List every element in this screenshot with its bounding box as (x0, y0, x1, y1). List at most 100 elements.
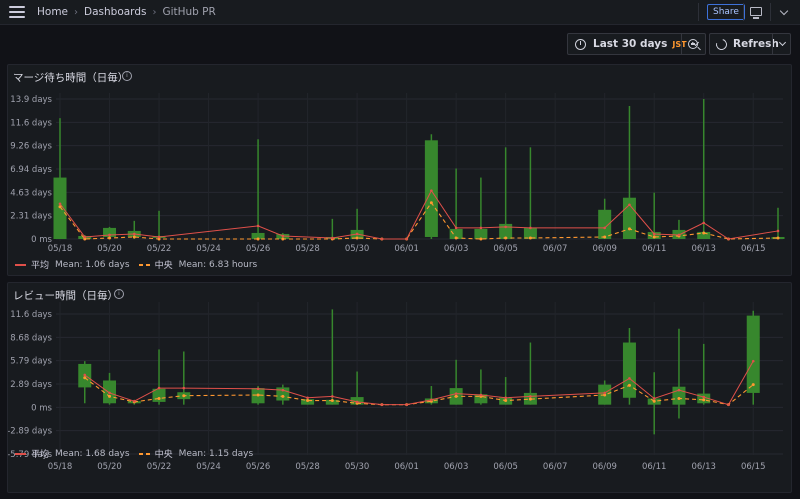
candle-body (499, 223, 513, 239)
mean-series-line (59, 189, 779, 240)
mean-point (380, 403, 384, 406)
breadcrumb-dashboards[interactable]: Dashboards (84, 6, 147, 18)
mean-point (405, 237, 408, 241)
y-tick-label: 11.6 days (10, 118, 52, 128)
mean-point (132, 232, 136, 236)
candle-body (53, 177, 67, 239)
zoom-out-icon[interactable] (688, 39, 698, 49)
candle-body (746, 315, 760, 393)
candle-body (251, 232, 265, 239)
legend-median-label[interactable]: 中央 (154, 261, 173, 271)
median-point (256, 237, 260, 241)
panel-merge-wait-time: マージ待ち時間（日毎） i 13.9 days 11.6 days 9.26 day… (7, 64, 792, 276)
panel-review-time: レビュー時間（日毎） i 11.6 days 8.68 days 5.79 days… (7, 282, 792, 493)
median-point (603, 235, 607, 239)
median-point (454, 236, 458, 240)
mean-point (628, 377, 631, 380)
time-range-label: Last 30 days (593, 38, 668, 50)
divider (772, 34, 773, 54)
median-point (603, 393, 607, 397)
median-point (256, 393, 260, 397)
mean-point (281, 234, 285, 238)
mean-point (454, 392, 458, 395)
tv-mode-icon[interactable] (750, 7, 762, 19)
legend-mean-label[interactable]: 平均 (31, 261, 50, 271)
median-point (528, 236, 532, 240)
mean-point (677, 388, 681, 392)
time-range-picker[interactable]: Last 30 days JST (567, 33, 706, 55)
mean-point (454, 226, 458, 230)
refresh-button[interactable]: Refresh (709, 33, 791, 55)
median-point (182, 394, 186, 398)
legend-mean-label[interactable]: 平均 (31, 450, 50, 460)
mean-point (355, 232, 359, 236)
chevron-down-icon[interactable] (779, 6, 789, 16)
mean-point (479, 393, 483, 397)
median-point (281, 394, 285, 398)
refresh-label: Refresh (733, 38, 779, 50)
chart-legend: 平均 Mean: 1.06 days 中央 Mean: 6.83 hours (15, 258, 257, 271)
median-point (627, 383, 631, 387)
candle-body (325, 399, 339, 405)
mean-point (603, 226, 606, 230)
panel-title[interactable]: マージ待ち時間（日毎） (13, 72, 129, 84)
mean-point (479, 226, 483, 230)
info-icon[interactable]: i (122, 71, 132, 81)
mean-point (182, 386, 186, 390)
mean-point (776, 229, 780, 233)
legend-mean-swatch (15, 452, 26, 455)
median-point (429, 201, 433, 205)
x-tick-label: 06/11 (642, 462, 667, 472)
legend-mean-stat: Mean: 1.68 days (55, 448, 130, 459)
x-tick-label: 05/22 (147, 462, 172, 472)
refresh-icon (713, 36, 730, 52)
legend-median-label[interactable]: 中央 (154, 450, 173, 460)
mean-point (306, 396, 309, 400)
median-point (652, 399, 656, 403)
chart-legend: 平均 Mean: 1.68 days 中央 Mean: 1.15 days (15, 447, 253, 460)
mean-point (132, 399, 136, 403)
x-tick-label: 06/09 (592, 244, 617, 254)
mean-point (430, 189, 433, 192)
timezone-badge: JST (672, 39, 687, 49)
median-point (652, 235, 656, 239)
median-point (504, 236, 508, 240)
median-point (157, 396, 161, 400)
mean-point (380, 237, 384, 241)
x-tick-label: 05/20 (97, 244, 122, 254)
clock-icon (575, 38, 586, 50)
candle-body (449, 228, 463, 239)
mean-point (157, 235, 161, 239)
median-point (58, 205, 62, 209)
legend-median-stat: Mean: 6.83 hours (178, 259, 258, 270)
mean-point (58, 202, 62, 206)
mean-point (652, 397, 656, 400)
menu-icon[interactable] (9, 6, 25, 18)
share-button[interactable]: Share (707, 4, 745, 20)
mean-point (256, 387, 260, 391)
median-point (132, 235, 136, 239)
y-tick-label: 13.9 days (10, 95, 52, 105)
y-tick-label: 0 ms (31, 403, 52, 413)
x-tick-label: 06/07 (543, 244, 568, 254)
merge-wait-chart: 13.9 days 11.6 days 9.26 days 6.94 days 4.63… (10, 93, 785, 254)
y-tick-label: 4.63 days (10, 188, 52, 198)
panel-title[interactable]: レビュー時間（日毎） (13, 290, 118, 302)
x-tick-label: 05/24 (196, 462, 221, 472)
mean-point (331, 395, 334, 398)
breadcrumb-home[interactable]: Home (37, 6, 69, 18)
candle-body (622, 342, 636, 398)
mean-point (652, 232, 656, 236)
x-tick-label: 05/30 (345, 462, 370, 472)
median-point (528, 397, 532, 401)
info-icon[interactable]: i (114, 289, 124, 299)
candle-body (103, 227, 117, 237)
x-tick-label: 06/15 (741, 244, 766, 254)
legend-median-stat: Mean: 1.15 days (178, 448, 254, 459)
y-tick-label: 11.6 days (10, 310, 52, 320)
refresh-interval-chevron-icon[interactable] (778, 38, 787, 47)
x-tick-label: 05/18 (48, 244, 73, 254)
x-tick-label: 06/01 (394, 244, 419, 254)
x-tick-label: 06/01 (394, 462, 419, 472)
x-tick-label: 05/22 (147, 244, 172, 254)
